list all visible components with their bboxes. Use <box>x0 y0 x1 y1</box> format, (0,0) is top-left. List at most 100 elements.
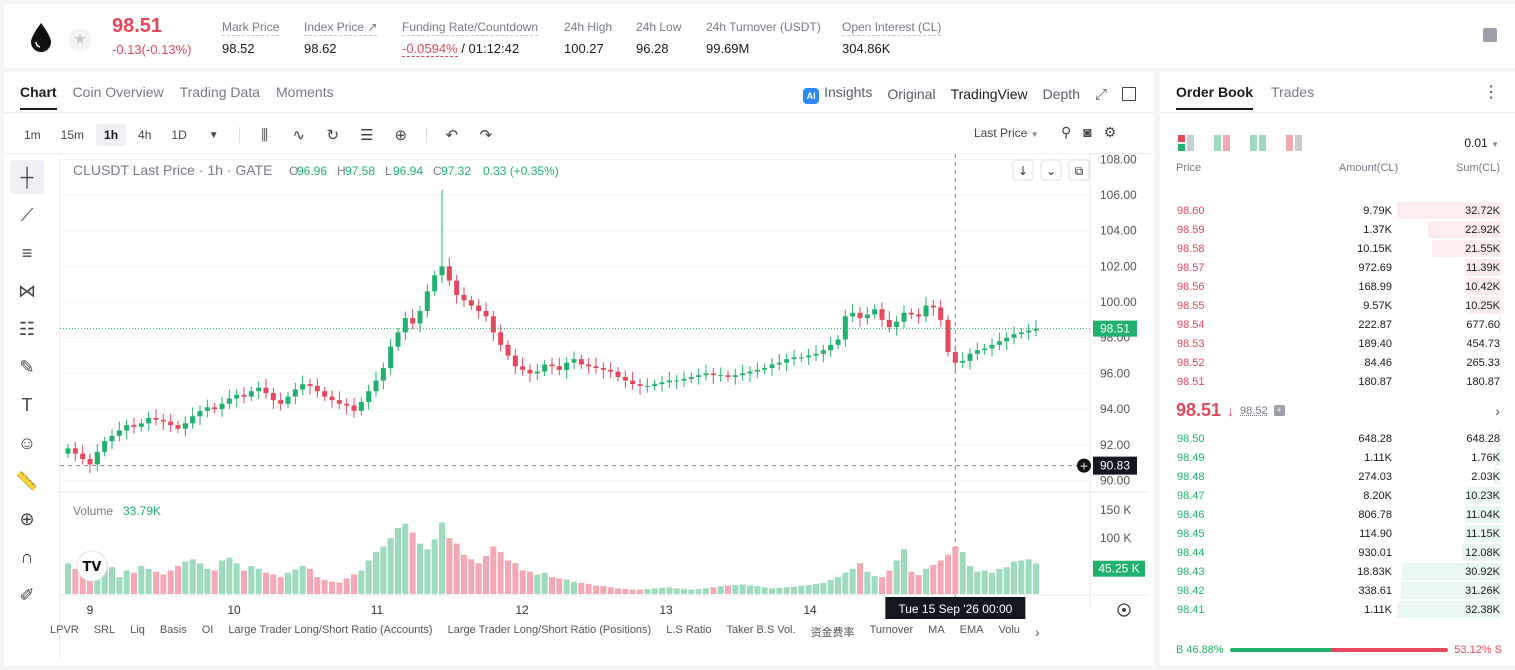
volume-bar <box>776 587 783 594</box>
bid-row[interactable]: 98.49 1.11K 1.76K <box>1160 448 1515 467</box>
emoji-icon[interactable]: ☺ <box>17 432 37 453</box>
candlestick-icon[interactable]: ⫼ <box>261 126 269 144</box>
precision-select[interactable]: 0.01 ▼ <box>1464 136 1499 150</box>
chevron-down-icon[interactable]: ▼ <box>208 129 219 141</box>
stat-index-price[interactable]: Index Price ↗ 98.62 <box>304 20 378 56</box>
volume-bar <box>886 570 893 594</box>
tab-chart[interactable]: Chart <box>20 84 57 110</box>
depth-bar <box>1465 525 1501 542</box>
tab-trades[interactable]: Trades <box>1271 84 1315 100</box>
volume-bar <box>615 588 621 594</box>
ask-row[interactable]: 98.52 84.46 265.33 <box>1160 353 1515 372</box>
candle-body <box>314 385 320 392</box>
window-icon[interactable] <box>1122 87 1136 101</box>
timeframe-4h[interactable]: 4h <box>138 128 152 142</box>
more-vertical-icon[interactable]: ⋮ <box>1483 84 1499 101</box>
indicator-13[interactable]: Volu <box>998 624 1020 636</box>
bid-row[interactable]: 98.50 648.28 648.28 <box>1160 429 1515 448</box>
ask-row[interactable]: 98.53 189.40 454.73 <box>1160 334 1515 353</box>
indicators-icon[interactable]: ∿ <box>292 127 306 144</box>
indicator-7[interactable]: L.S Ratio <box>666 624 712 636</box>
ask-row[interactable]: 98.57 972.69 11.39K <box>1160 258 1515 277</box>
indicator-4[interactable]: OI <box>201 624 214 636</box>
replay-icon[interactable]: ↻ <box>326 127 340 144</box>
magnet-icon[interactable]: ∩ <box>20 546 34 567</box>
timeframe-1m[interactable]: 1m <box>24 128 41 142</box>
text-icon[interactable]: T <box>21 394 33 415</box>
indicator-10[interactable]: Turnover <box>869 624 914 636</box>
row-price: 98.47 <box>1177 489 1205 502</box>
tab-moments[interactable]: Moments <box>276 84 334 100</box>
ask-row[interactable]: 98.56 168.99 10.42K <box>1160 277 1515 296</box>
timeframe-1h[interactable]: 1h <box>96 124 127 146</box>
bid-row[interactable]: 98.43 18.83K 30.92K <box>1160 562 1515 581</box>
layout-both-icon[interactable] <box>1178 135 1194 151</box>
search-icon[interactable]: ⚲ <box>1061 124 1072 140</box>
candle-body <box>109 435 115 442</box>
indicator-3[interactable]: Basis <box>159 624 187 636</box>
ask-row[interactable]: 98.55 9.57K 10.25K <box>1160 296 1515 315</box>
crosshair-icon[interactable]: ┼ <box>10 160 44 194</box>
expand-icon[interactable]: ⤢ <box>1094 85 1107 103</box>
ask-row[interactable]: 98.59 1.37K 22.92K <box>1160 220 1515 239</box>
guide-book-icon[interactable] <box>1483 28 1497 42</box>
layout-bids-icon[interactable] <box>1250 135 1266 151</box>
ask-row[interactable]: 98.51 180.87 180.87 <box>1160 372 1515 391</box>
indicator-12[interactable]: EMA <box>959 624 984 636</box>
chevron-right-icon[interactable]: › <box>1495 402 1500 419</box>
horizontal-lines-icon[interactable]: ≡ <box>21 242 33 263</box>
price-chart[interactable]: 108.00106.00104.00102.00100.0098.0096.00… <box>60 154 1150 664</box>
ask-row[interactable]: 98.54 222.87 677.60 <box>1160 315 1515 334</box>
add-alert-icon[interactable]: ⊕ <box>394 127 408 144</box>
camera-icon[interactable]: ◙ <box>1083 124 1092 140</box>
zoom-in-icon[interactable]: ⊕ <box>19 508 35 529</box>
bid-row[interactable]: 98.41 1.11K 32.38K <box>1160 600 1515 619</box>
tab-order-book[interactable]: Order Book <box>1176 84 1254 110</box>
timeframe-15m[interactable]: 15m <box>60 128 85 142</box>
pattern-icon[interactable]: ⋈ <box>18 280 36 301</box>
fib-icon[interactable]: ☷ <box>18 318 36 339</box>
ask-row[interactable]: 98.60 9.79K 32.72K <box>1160 201 1515 220</box>
ask-row[interactable]: 98.58 10.15K 21.55K <box>1160 239 1515 258</box>
redo-icon[interactable]: ↷ <box>479 127 493 144</box>
indicator-11[interactable]: MA <box>928 624 945 636</box>
gear-icon[interactable]: ⚙ <box>1103 124 1117 140</box>
bid-row[interactable]: 98.48 274.03 2.03K <box>1160 467 1515 486</box>
ruler-icon[interactable]: 📏 <box>15 470 39 491</box>
tab-coin-overview[interactable]: Coin Overview <box>72 84 164 100</box>
tab-depth[interactable]: Depth <box>1042 86 1080 102</box>
brush-icon[interactable]: ✎ <box>19 356 35 377</box>
indicator-8[interactable]: Taker B.S Vol. <box>726 624 796 636</box>
bid-row[interactable]: 98.47 8.20K 10.23K <box>1160 486 1515 505</box>
indicator-5[interactable]: Large Trader Long/Short Ratio (Accounts) <box>228 624 433 636</box>
layout-asks-icon[interactable] <box>1286 135 1302 151</box>
candle-body <box>322 391 328 397</box>
indicator-1[interactable]: SRL <box>93 624 116 636</box>
tab-original[interactable]: Original <box>887 86 936 102</box>
candle-body <box>490 316 496 333</box>
tab-insights[interactable]: AI Insights <box>803 84 872 104</box>
indicator-2[interactable]: Liq <box>130 624 145 636</box>
trendline-icon[interactable]: ⟋ <box>20 204 34 225</box>
bid-row[interactable]: 98.44 930.01 12.08K <box>1160 543 1515 562</box>
indicator-6[interactable]: Large Trader Long/Short Ratio (Positions… <box>447 624 652 636</box>
undo-icon[interactable]: ↶ <box>445 127 459 144</box>
mid-price-row[interactable]: 98.51 ↓ 98.52 + › <box>1176 400 1500 421</box>
row-price: 98.53 <box>1177 337 1205 350</box>
favorite-star-icon[interactable]: ★ <box>68 28 92 52</box>
bid-row[interactable]: 98.42 338.61 31.26K <box>1160 581 1515 600</box>
indicator-0[interactable]: LPVR <box>50 624 79 636</box>
layout-split-icon[interactable] <box>1214 135 1230 151</box>
indicator-9[interactable]: 资金费率 <box>810 627 855 639</box>
candle-body <box>556 366 562 370</box>
chevron-right-icon[interactable]: › <box>1034 624 1040 640</box>
tab-tradingview[interactable]: TradingView <box>950 86 1028 102</box>
bid-row[interactable]: 98.45 114.90 11.15K <box>1160 524 1515 543</box>
timeframe-1d[interactable]: 1D <box>171 128 187 142</box>
volume-bar <box>549 577 555 594</box>
templates-icon[interactable]: ☰ <box>360 127 374 144</box>
pencil-lock-icon[interactable]: ✐ <box>19 584 35 605</box>
price-source-select[interactable]: Last Price ▼ <box>974 126 1039 140</box>
tab-trading-data[interactable]: Trading Data <box>179 84 261 100</box>
bid-row[interactable]: 98.46 806.78 11.04K <box>1160 505 1515 524</box>
